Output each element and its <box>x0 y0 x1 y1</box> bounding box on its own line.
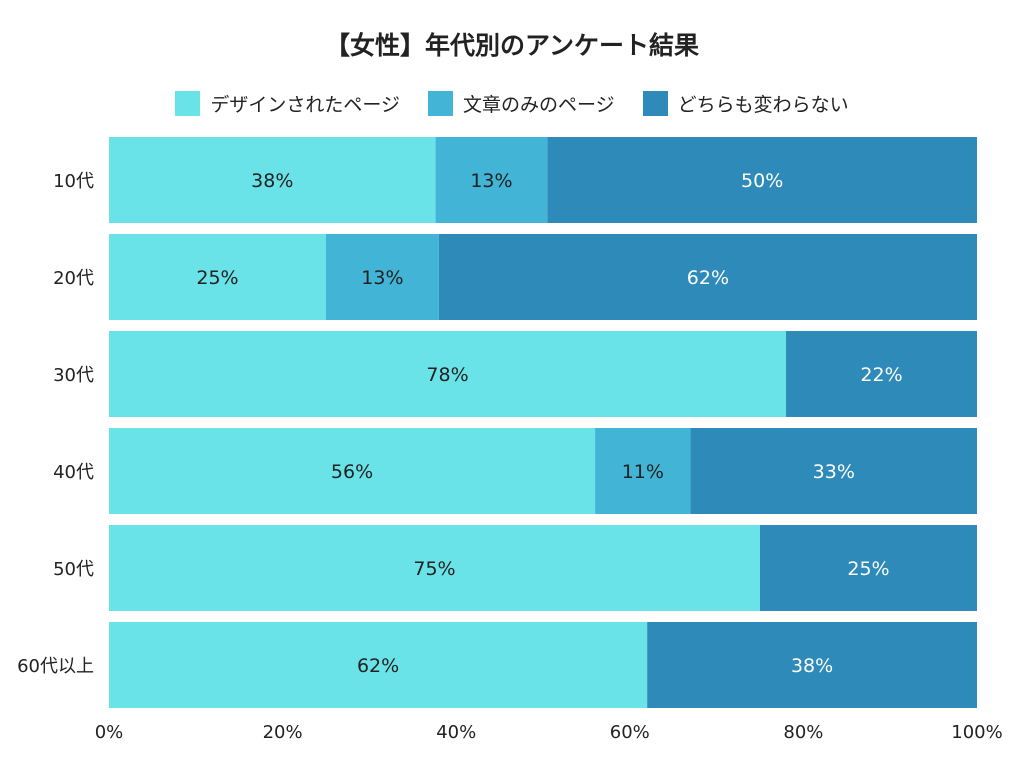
category-label: 20代 <box>53 268 94 289</box>
bar-segment <box>435 137 548 223</box>
bar-segment <box>109 428 596 514</box>
legend-item-text-only: 文章のみのページ <box>427 90 615 117</box>
chart-title: 【女性】年代別のアンケート結果 <box>324 31 699 60</box>
data-label: 13% <box>470 170 512 192</box>
data-label: 11% <box>622 461 664 483</box>
x-tick-label: 0% <box>95 722 124 743</box>
data-label: 78% <box>426 364 468 386</box>
bar-segment <box>109 331 787 417</box>
bar-segment <box>109 234 326 320</box>
bar-segment <box>438 234 978 320</box>
bar-segment <box>109 622 648 708</box>
bar-segment <box>786 331 977 417</box>
data-label: 13% <box>361 267 403 289</box>
legend-swatch <box>175 91 201 116</box>
legend-item-designed: デザインされたページ <box>175 90 400 117</box>
data-label: 38% <box>251 170 293 192</box>
data-label: 33% <box>813 461 855 483</box>
bar-segment <box>760 525 977 611</box>
legend-label: どちらも変わらない <box>677 94 849 116</box>
legend-swatch <box>427 91 453 116</box>
legend-swatch <box>642 91 668 116</box>
data-label: 25% <box>847 558 889 580</box>
x-tick-label: 20% <box>263 722 303 743</box>
legend-label: デザインされたページ <box>210 94 400 116</box>
x-tick-label: 40% <box>436 722 476 743</box>
x-tick-label: 100% <box>951 722 1002 743</box>
bar-segment <box>547 137 977 223</box>
data-label: 75% <box>413 558 455 580</box>
legend-label: 文章のみのページ <box>462 94 615 116</box>
category-label: 60代以上 <box>17 656 94 677</box>
x-tick-label: 60% <box>610 722 650 743</box>
bar-segment <box>109 525 760 611</box>
legend-item-no-difference: どちらも変わらない <box>642 90 849 117</box>
bar-segment <box>595 428 691 514</box>
category-label: 30代 <box>53 365 94 386</box>
bar-segment <box>690 428 977 514</box>
bar-segment <box>647 622 977 708</box>
category-label: 10代 <box>53 171 94 192</box>
data-label: 50% <box>741 170 783 192</box>
data-label: 22% <box>860 364 902 386</box>
category-label: 50代 <box>53 559 94 580</box>
data-label: 25% <box>196 267 238 289</box>
bar-segment <box>109 137 436 223</box>
data-label: 62% <box>357 655 399 677</box>
legend: デザインされたページ 文章のみのページ どちらも変わらない <box>0 90 1024 117</box>
x-tick-label: 80% <box>783 722 823 743</box>
data-label: 56% <box>331 461 373 483</box>
data-label: 38% <box>791 655 833 677</box>
category-label: 40代 <box>53 462 94 483</box>
bar-segment <box>326 234 439 320</box>
data-label: 62% <box>687 267 729 289</box>
